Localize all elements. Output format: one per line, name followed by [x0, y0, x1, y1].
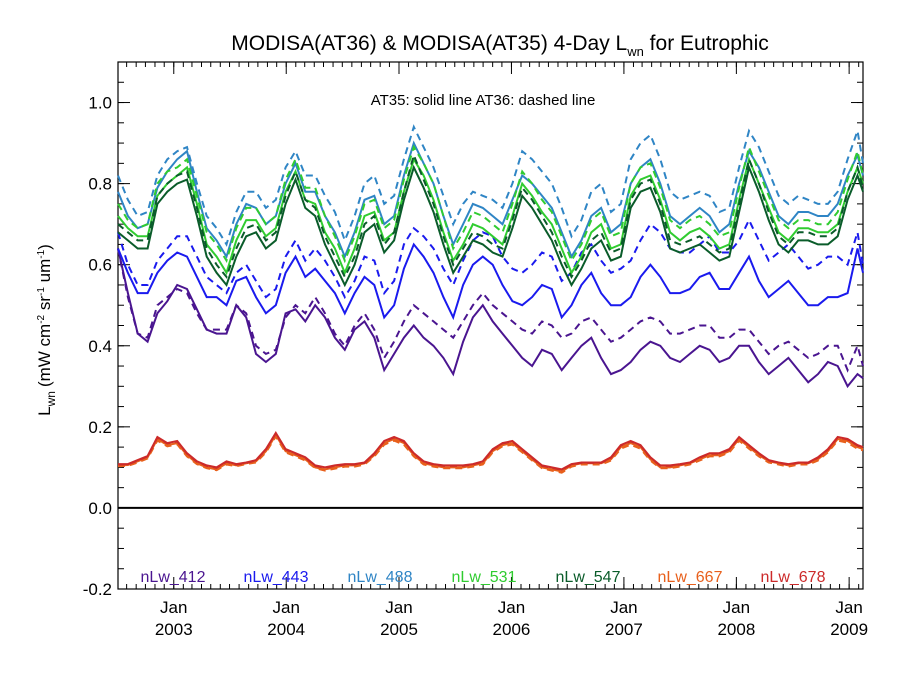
nLw_443-at35-solid-line: [117, 242, 864, 321]
nLw_443-at36-dashed-line: [117, 217, 864, 300]
x-tick-year: 2009: [830, 620, 868, 639]
nLw_412-at36-dashed-line: [117, 248, 864, 373]
chart-title: MODISA(AT36) & MODISA(AT35) 4-Day Lwn fo…: [231, 32, 769, 59]
legend-nLw_488: nLw_488: [348, 569, 413, 586]
y-axis-label: Lwn(mW cm-2 sr-1 um-1): [35, 244, 58, 416]
nLw_678-at35-solid-line: [118, 430, 864, 471]
x-tick-month: Jan: [385, 598, 412, 617]
legend-nLw_531: nLw_531: [452, 569, 517, 586]
y-tick-label: 0.8: [88, 175, 112, 194]
legend-nLw_678: nLw_678: [761, 569, 826, 586]
y-tick-label: 1.0: [88, 94, 112, 113]
x-tick-year: 2006: [493, 620, 531, 639]
x-tick-month: Jan: [273, 598, 300, 617]
y-tick-label: 0.2: [88, 418, 112, 437]
line-style-annotation: AT35: solid line AT36: dashed line: [371, 92, 596, 109]
x-tick-month: Jan: [835, 598, 862, 617]
x-tick-year: 2004: [267, 620, 305, 639]
nLw_488-at35-solid-line: [117, 140, 864, 260]
title-main: MODISA(AT36) & MODISA(AT35) 4-Day L: [231, 32, 627, 55]
y-tick-label: 0.0: [88, 499, 112, 518]
y-tick-label: 0.6: [88, 256, 112, 275]
legend-nLw_443: nLw_443: [244, 569, 309, 586]
legend-nLw_667: nLw_667: [658, 569, 723, 586]
y-tick-label: -0.2: [83, 580, 112, 599]
x-tick-month: Jan: [610, 598, 637, 617]
legend-nLw_547: nLw_547: [556, 569, 621, 586]
y-tick-label: 0.4: [88, 337, 112, 356]
legend-nLw_412: nLw_412: [141, 569, 206, 586]
nLw_547-at35-solid-line: [117, 164, 864, 288]
x-tick-month: Jan: [498, 598, 525, 617]
nLw_531-at36-dashed-line: [117, 143, 864, 264]
title-tail: for Eutrophic: [644, 32, 769, 55]
x-tick-month: Jan: [160, 598, 187, 617]
x-tick-year: 2008: [717, 620, 755, 639]
title-subscript: wn: [626, 44, 644, 59]
x-tick-year: 2003: [155, 620, 193, 639]
nLw_531-at35-solid-line: [117, 156, 864, 276]
nLw_547-at36-dashed-line: [117, 152, 864, 280]
nLw_488-at36-dashed-line: [117, 124, 864, 247]
x-tick-year: 2007: [605, 620, 643, 639]
x-tick-year: 2005: [380, 620, 418, 639]
x-tick-month: Jan: [723, 598, 750, 617]
nLw_412-at35-solid-line: [117, 248, 864, 389]
